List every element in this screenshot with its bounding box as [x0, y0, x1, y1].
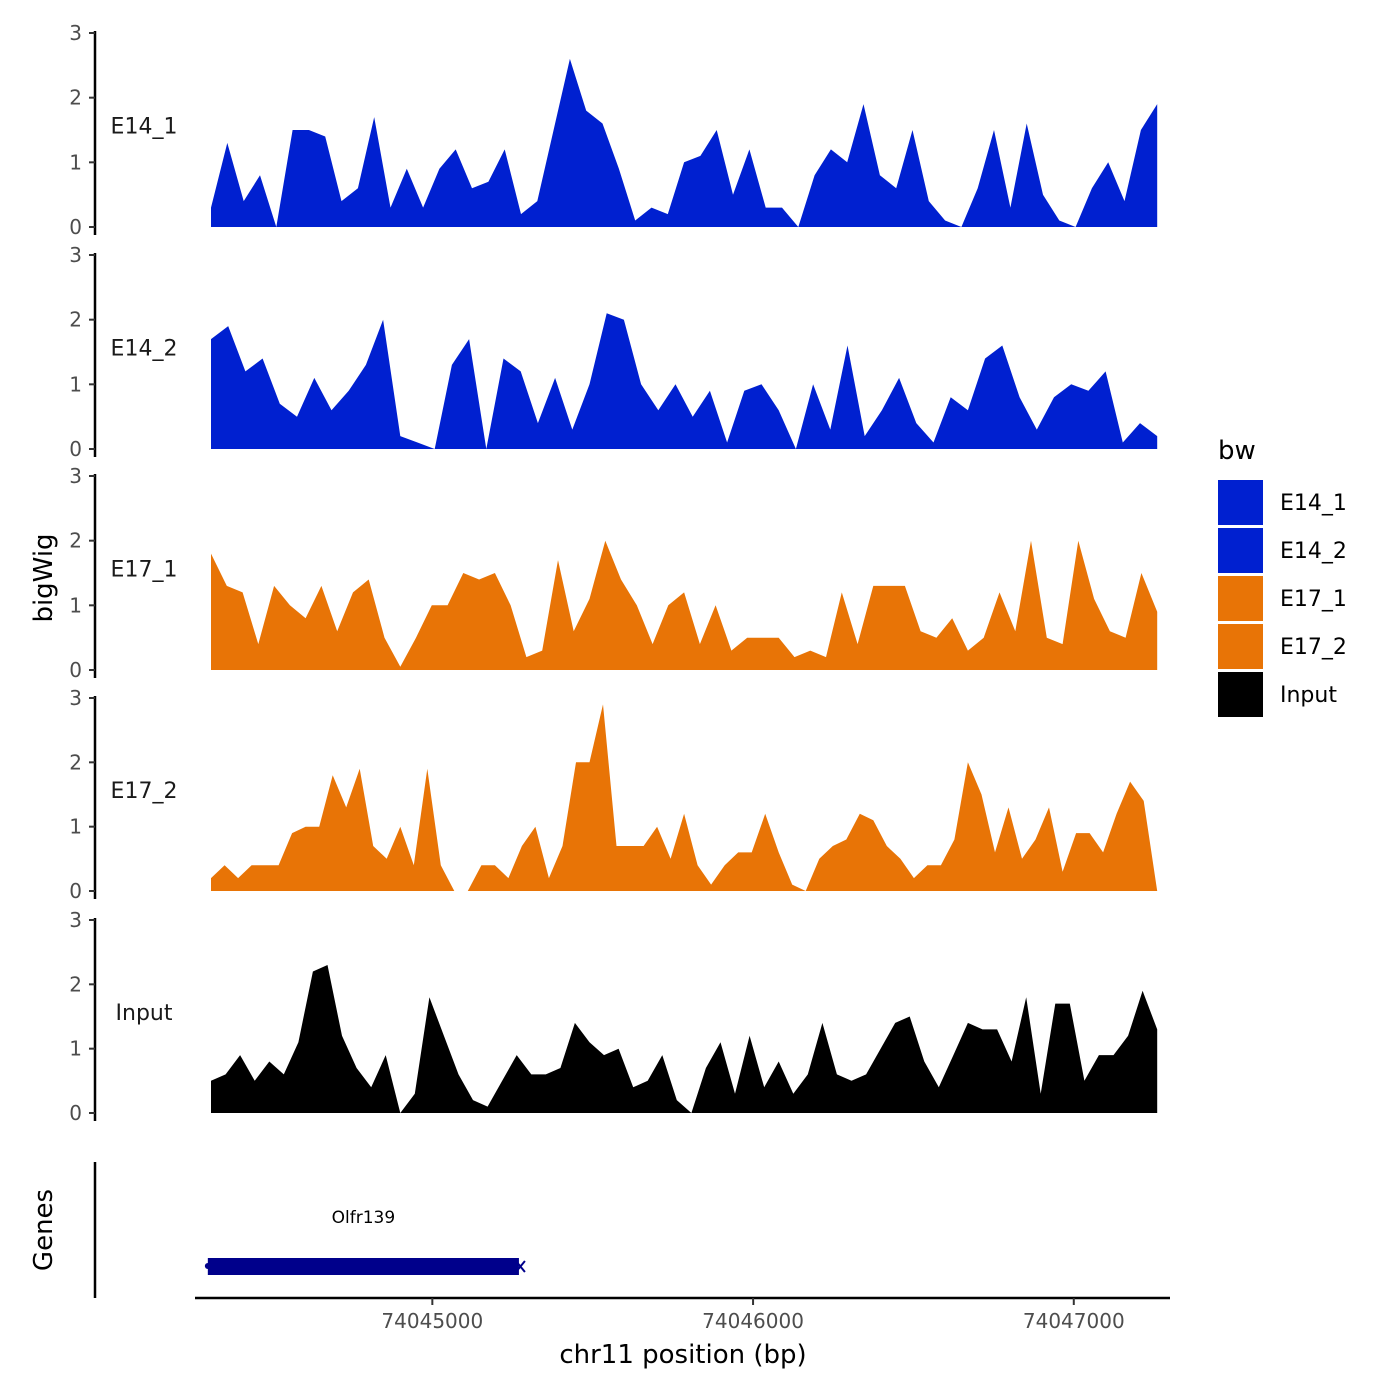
track-label: E17_2: [111, 779, 178, 804]
track-E17_2: 0 1 2 3 E17_2: [69, 686, 1158, 903]
coverage-area-Input: [211, 965, 1158, 1113]
gene-strand-marker: [515, 1260, 526, 1273]
y-tick-label: 2: [69, 750, 82, 774]
y-tick-label: 2: [69, 972, 82, 996]
x-tick-label: 74045000: [381, 1309, 483, 1333]
x-tick-label: 74046000: [702, 1309, 804, 1333]
gene-label: Olfr139: [332, 1208, 396, 1228]
y-tick-label: 1: [69, 150, 82, 174]
x-axis: 74045000 74046000 74047000: [195, 1296, 1170, 1333]
gene-panel: Olfr139: [93, 1162, 526, 1298]
legend-swatch-E14_1: [1218, 480, 1263, 525]
y-tick-label: 3: [69, 464, 82, 488]
y-tick-label: 0: [69, 879, 82, 903]
y-tick-label: 3: [69, 686, 82, 710]
legend-swatch-E14_2: [1218, 528, 1263, 573]
track-E14_1: 0 1 2 3 E14_1: [69, 21, 1158, 239]
legend: bw E14_1 E14_2 E17_1 E17_2 Input: [1218, 436, 1347, 717]
track-E17_1: 0 1 2 3 E17_1: [69, 464, 1158, 682]
track-Input: 0 1 2 3 Input: [69, 908, 1158, 1125]
genes-axis-title: Genes: [29, 1189, 59, 1271]
coverage-area-E14_1: [211, 58, 1158, 228]
legend-label-E17_1: E17_1: [1280, 587, 1347, 612]
y-tick-label: 0: [69, 658, 82, 682]
coverage-area-E17_2: [211, 704, 1158, 891]
y-tick-label: 1: [69, 1037, 82, 1061]
x-axis-title: chr11 position (bp): [559, 1340, 806, 1370]
gene-body-Olfr139: [207, 1258, 519, 1275]
y-axis-title: bigWig: [29, 533, 59, 622]
track-label: Input: [116, 1001, 173, 1026]
track-label: E14_2: [111, 337, 178, 362]
coverage-area-E17_1: [211, 540, 1158, 670]
y-tick-label: 1: [69, 815, 82, 839]
y-tick-label: 3: [69, 908, 82, 932]
track-E14_2: 0 1 2 3 E14_2: [69, 243, 1158, 461]
y-tick-label: 2: [69, 308, 82, 332]
track-label: E14_1: [111, 115, 178, 140]
y-tick-label: 1: [69, 593, 82, 617]
track-label: E17_1: [111, 558, 178, 583]
y-tick-label: 0: [69, 215, 82, 239]
coverage-area-E14_2: [211, 313, 1158, 449]
legend-label-Input: Input: [1280, 683, 1337, 708]
x-tick-label: 74047000: [1023, 1309, 1125, 1333]
legend-swatch-E17_1: [1218, 576, 1263, 621]
y-tick-label: 0: [69, 1101, 82, 1125]
legend-swatch-E17_2: [1218, 624, 1263, 669]
legend-title: bw: [1218, 436, 1256, 466]
y-tick-label: 2: [69, 529, 82, 553]
y-tick-label: 3: [69, 243, 82, 267]
y-tick-label: 0: [69, 437, 82, 461]
legend-label-E14_2: E14_2: [1280, 539, 1347, 564]
y-tick-label: 1: [69, 372, 82, 396]
gene-start-marker: [204, 1263, 211, 1269]
legend-label-E14_1: E14_1: [1280, 491, 1347, 516]
legend-label-E17_2: E17_2: [1280, 635, 1347, 660]
y-tick-label: 2: [69, 86, 82, 110]
y-tick-label: 3: [69, 21, 82, 45]
coverage-tracks: 0 1 2 3 E14_1 0 1 2 3 E14_2 0 1 2 3 E17_1 0 1 2 3 E17_2 0 1 2 3…: [69, 21, 1158, 1125]
legend-swatch-Input: [1218, 672, 1263, 717]
